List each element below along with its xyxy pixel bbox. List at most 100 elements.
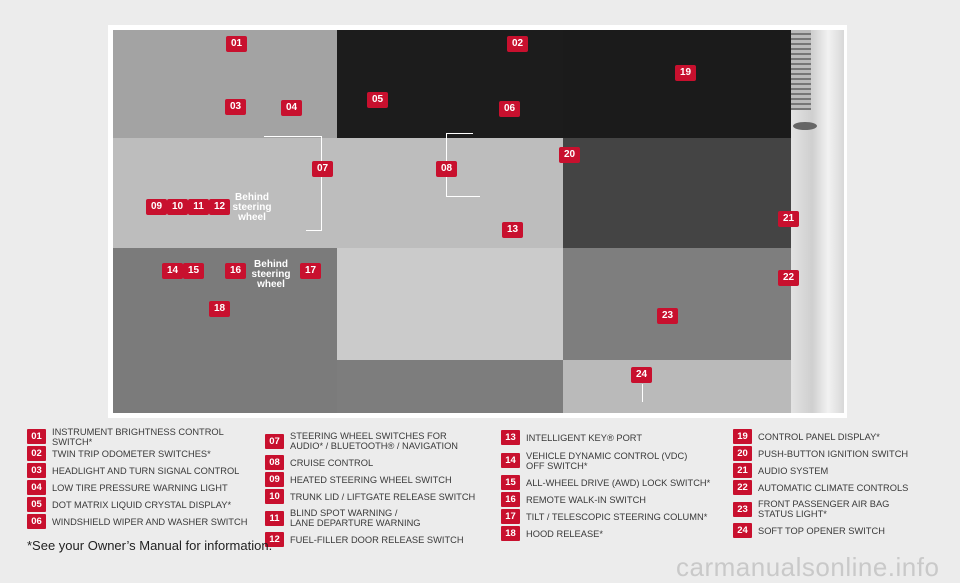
- region-cluster-left: [113, 30, 337, 138]
- legend-number: 16: [501, 492, 520, 507]
- legend-item: 23 FRONT PASSENGER AIR BAG STATUS LIGHT*: [733, 496, 953, 522]
- dashboard-image: [113, 30, 844, 413]
- behind-steering-wheel-label-1: Behind steering wheel: [232, 192, 272, 223]
- legend-number: 23: [733, 501, 752, 517]
- legend-text: STEERING WHEEL SWITCHES FOR AUDIO* / BLU…: [290, 431, 459, 451]
- legend-number: 01: [27, 429, 46, 444]
- leader-line-07-c: [306, 230, 322, 231]
- callout-19: 19: [675, 65, 696, 81]
- legend-item: 15 ALL-WHEEL DRIVE (AWD) LOCK SWITCH*: [501, 474, 733, 491]
- legend-text: SOFT TOP OPENER SWITCH: [758, 525, 885, 536]
- legend-item: 14 VEHICLE DYNAMIC CONTROL (VDC) OFF SWIT…: [501, 447, 733, 474]
- legend-number: 17: [501, 509, 520, 524]
- legend-item: 11 BLIND SPOT WARNING / LANE DEPARTURE WA…: [265, 505, 497, 531]
- callout-11: 11: [188, 199, 209, 215]
- callout-18: 18: [209, 301, 230, 317]
- callout-23: 23: [657, 308, 678, 324]
- legend-number: 15: [501, 475, 520, 490]
- callout-13: 13: [502, 222, 523, 238]
- legend-column-1: 01 INSTRUMENT BRIGHTNESS CONTROL SWITCH* …: [27, 426, 259, 530]
- legend-item: 03 HEADLIGHT AND TURN SIGNAL CONTROL: [27, 462, 259, 479]
- region-console: [563, 138, 791, 248]
- legend-item: 10 TRUNK LID / LIFTGATE RELEASE SWITCH: [265, 488, 497, 505]
- callout-12: 12: [209, 199, 230, 215]
- legend-item: 21 AUDIO SYSTEM: [733, 462, 953, 479]
- legend-number: 21: [733, 463, 752, 478]
- legend-item: 08 CRUISE CONTROL: [265, 454, 497, 471]
- legend-item: 24 SOFT TOP OPENER SWITCH: [733, 522, 953, 539]
- callout-09: 09: [146, 199, 167, 215]
- legend-item: 13 INTELLIGENT KEY® PORT: [501, 428, 733, 447]
- legend-column-2: 07 STEERING WHEEL SWITCHES FOR AUDIO* / B…: [265, 428, 497, 548]
- legend-number: 09: [265, 472, 284, 487]
- leader-line-08-a: [446, 133, 473, 134]
- leader-line-24: [642, 384, 643, 402]
- callout-02: 02: [507, 36, 528, 52]
- region-wheel-left: [113, 138, 337, 248]
- callout-10: 10: [167, 199, 188, 215]
- legend-text: FRONT PASSENGER AIR BAG STATUS LIGHT*: [758, 499, 890, 519]
- leader-line-07-a: [264, 136, 322, 137]
- legend-text: WINDSHIELD WIPER AND WASHER SWITCH: [52, 516, 248, 527]
- callout-08: 08: [436, 161, 457, 177]
- legend-number: 19: [733, 429, 752, 444]
- legend-text: TILT / TELESCOPIC STEERING COLUMN*: [526, 511, 708, 522]
- legend-item: 09 HEATED STEERING WHEEL SWITCH: [265, 471, 497, 488]
- region-lower-right: [563, 248, 791, 360]
- legend-item: 19 CONTROL PANEL DISPLAY*: [733, 428, 953, 445]
- legend-item: 18 HOOD RELEASE*: [501, 525, 733, 542]
- leader-line-07-b: [321, 136, 322, 231]
- callout-21: 21: [778, 211, 799, 227]
- legend-number: 02: [27, 446, 46, 461]
- legend-item: 02 TWIN TRIP ODOMETER SWITCHES*: [27, 445, 259, 462]
- legend-number: 13: [501, 430, 520, 445]
- legend-item: 17 TILT / TELESCOPIC STEERING COLUMN*: [501, 508, 733, 525]
- callout-03: 03: [225, 99, 246, 115]
- legend-text: INSTRUMENT BRIGHTNESS CONTROL SWITCH*: [52, 426, 224, 447]
- air-vent-shape: [791, 30, 811, 110]
- legend-number: 14: [501, 453, 520, 468]
- legend-item: 07 STEERING WHEEL SWITCHES FOR AUDIO* / B…: [265, 428, 497, 454]
- region-cluster-center: [337, 30, 563, 138]
- legend-number: 24: [733, 523, 752, 538]
- legend-item: 06 WINDSHIELD WIPER AND WASHER SWITCH: [27, 513, 259, 530]
- callout-17: 17: [300, 263, 321, 279]
- callout-20: 20: [559, 147, 580, 163]
- legend-text: CRUISE CONTROL: [290, 457, 374, 468]
- legend-number: 22: [733, 480, 752, 495]
- legend-number: 03: [27, 463, 46, 478]
- legend-text: TRUNK LID / LIFTGATE RELEASE SWITCH: [290, 491, 476, 502]
- legend-number: 12: [265, 532, 284, 547]
- callout-16: 16: [225, 263, 246, 279]
- callout-22: 22: [778, 270, 799, 286]
- legend-number: 11: [265, 510, 284, 526]
- owners-manual-footnote: *See your Owner’s Manual for information…: [27, 538, 273, 553]
- legend-number: 04: [27, 480, 46, 495]
- legend-text: CONTROL PANEL DISPLAY*: [758, 431, 880, 442]
- legend-column-3: 13 INTELLIGENT KEY® PORT 14 VEHICLE DYNAMI…: [501, 428, 733, 542]
- legend-number: 06: [27, 514, 46, 529]
- legend-text: HOOD RELEASE*: [526, 528, 603, 539]
- legend-item: 22 AUTOMATIC CLIMATE CONTROLS: [733, 479, 953, 496]
- legend-column-4: 19 CONTROL PANEL DISPLAY* 20 PUSH-BUTTON I…: [733, 428, 953, 539]
- legend-text: AUDIO SYSTEM: [758, 465, 829, 476]
- legend-text: DOT MATRIX LIQUID CRYSTAL DISPLAY*: [52, 499, 232, 510]
- region-bottom-right: [563, 360, 791, 413]
- legend-text: LOW TIRE PRESSURE WARNING LIGHT: [52, 482, 228, 493]
- legend-number: 20: [733, 446, 752, 461]
- leader-line-08-c: [446, 196, 480, 197]
- legend-item: 16 REMOTE WALK-IN SWITCH: [501, 491, 733, 508]
- legend-text: VEHICLE DYNAMIC CONTROL (VDC) OFF SWITCH…: [526, 450, 688, 471]
- behind-steering-wheel-label-2: Behind steering wheel: [251, 259, 291, 290]
- legend-text: FUEL-FILLER DOOR RELEASE SWITCH: [290, 534, 464, 545]
- watermark: carmanualsonline.info: [676, 552, 940, 582]
- legend-number: 08: [265, 455, 284, 470]
- callout-04: 04: [281, 100, 302, 116]
- legend-item: 05 DOT MATRIX LIQUID CRYSTAL DISPLAY*: [27, 496, 259, 513]
- legend-text: PUSH-BUTTON IGNITION SWITCH: [758, 448, 909, 459]
- callout-15: 15: [183, 263, 204, 279]
- legend-number: 18: [501, 526, 520, 541]
- legend-text: TWIN TRIP ODOMETER SWITCHES*: [52, 448, 211, 459]
- legend-item: 12 FUEL-FILLER DOOR RELEASE SWITCH: [265, 531, 497, 548]
- region-lower-center: [337, 248, 563, 360]
